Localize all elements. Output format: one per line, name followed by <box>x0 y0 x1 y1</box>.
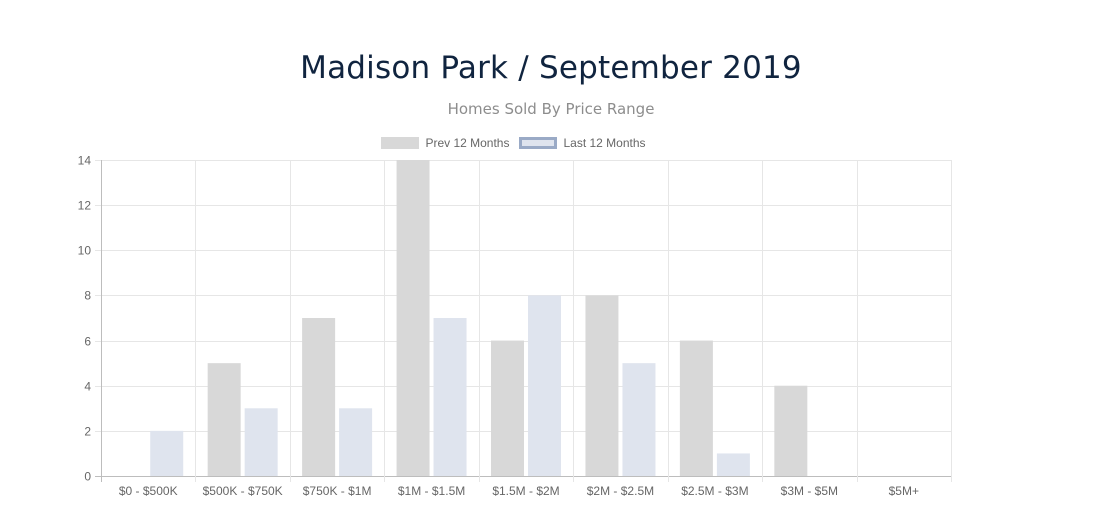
bar-prev-7 <box>774 385 808 476</box>
x-tick-label-3: $1M - $1.5M <box>398 484 465 498</box>
bar-prev-6 <box>679 340 713 476</box>
y-tick-label-8: 8 <box>84 289 91 303</box>
legend-swatch-last <box>519 137 558 149</box>
y-tick-label-0: 0 <box>84 470 91 484</box>
x-tick-label-0: $0 - $500K <box>119 484 178 498</box>
bar-last-1 <box>244 408 278 476</box>
legend-item-last[interactable]: Last 12 Months <box>519 136 646 150</box>
bar-last-0 <box>150 430 184 476</box>
y-tick-label-14: 14 <box>78 154 92 168</box>
bar-last-2 <box>339 408 373 476</box>
chart-title: Madison Park / September 2019 <box>300 50 802 86</box>
x-tick-label-5: $2M - $2.5M <box>587 484 654 498</box>
y-tick-label-12: 12 <box>78 199 92 213</box>
bar-last-4 <box>528 295 561 476</box>
bar-prev-3 <box>396 160 430 476</box>
x-tick-label-4: $1.5M - $2M <box>492 484 559 498</box>
legend-label-last: Last 12 Months <box>563 136 646 150</box>
bar-prev-2 <box>302 318 336 476</box>
x-tick-label-1: $500K - $750K <box>203 484 283 498</box>
legend-label-prev: Prev 12 Months <box>425 136 510 150</box>
x-tick-label-2: $750K - $1M <box>303 484 372 498</box>
bar-last-3 <box>433 318 467 476</box>
x-tick-label-8: $5M+ <box>889 484 919 498</box>
bar-last-6 <box>716 453 750 476</box>
y-tick-label-2: 2 <box>84 425 91 439</box>
bar-prev-1 <box>207 363 241 476</box>
bar-last-5 <box>622 363 656 476</box>
bar-prev-4 <box>491 340 524 476</box>
bar-prev-5 <box>585 295 619 476</box>
legend-item-prev[interactable]: Prev 12 Months <box>381 136 509 150</box>
legend: Prev 12 Months Last 12 Months <box>0 136 1027 150</box>
chart-subtitle: Homes Sold By Price Range <box>447 100 655 118</box>
y-tick-label-10: 10 <box>78 244 92 258</box>
x-tick-label-6: $2.5M - $3M <box>681 484 748 498</box>
x-tick-label-7: $3M - $5M <box>781 484 838 498</box>
legend-swatch-prev <box>381 137 420 149</box>
y-tick-label-4: 4 <box>84 380 91 394</box>
y-tick-label-6: 6 <box>84 335 91 349</box>
